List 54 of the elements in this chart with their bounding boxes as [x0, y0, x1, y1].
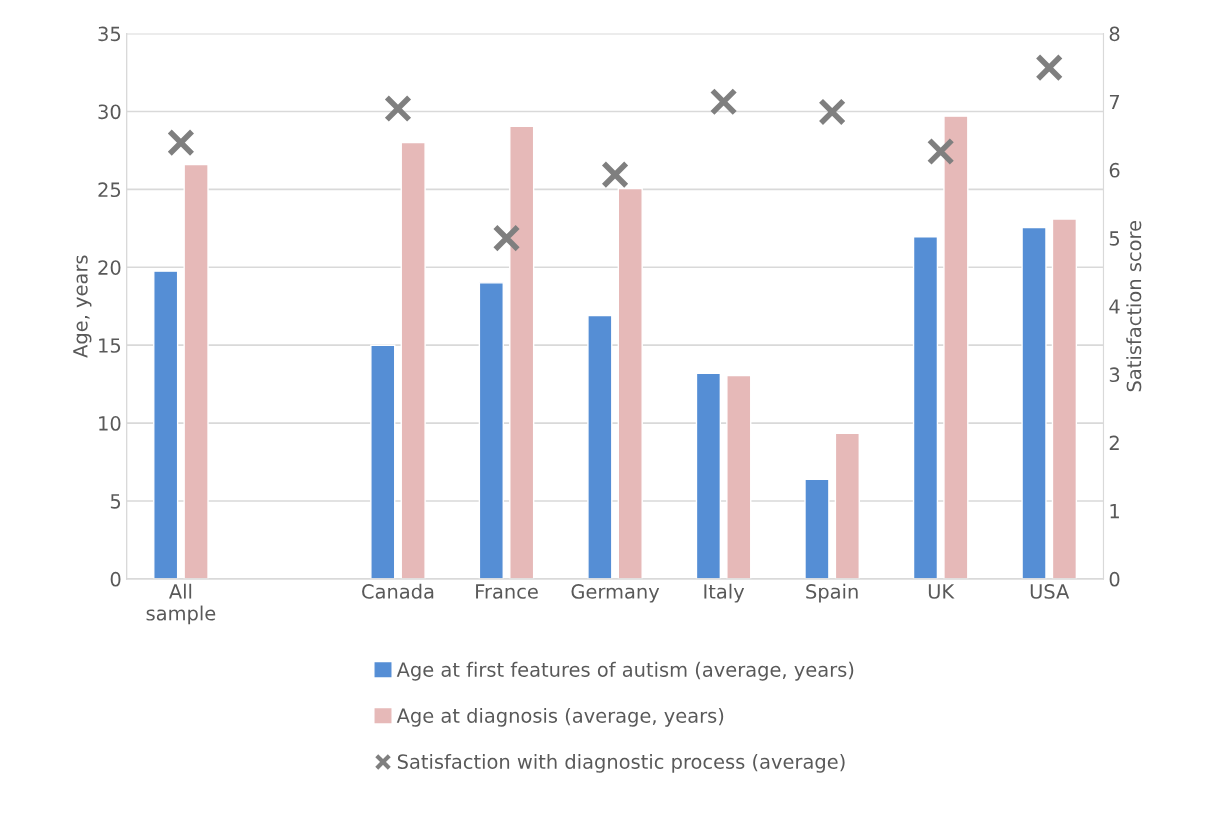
y2-axis-title: Satisfaction score	[1126, 221, 1142, 392]
bar	[943, 115, 969, 579]
x-tick-label: Canada	[362, 583, 434, 599]
y-tick-label: 20	[98, 260, 121, 275]
legend-label: Age at first features of autism (average, years)	[396, 661, 854, 681]
point	[492, 224, 521, 252]
y-axis-title: Age, years	[73, 255, 92, 358]
y-tick-label: 10	[99, 416, 121, 431]
y2-tick-label: 6	[1109, 162, 1120, 178]
x-tick-label: Spain	[806, 583, 858, 603]
point	[601, 160, 629, 189]
y2-tick-label: 4	[1109, 299, 1120, 314]
bar	[617, 187, 643, 579]
x-tick-label: All sample	[146, 583, 216, 625]
legend-label: Satisfaction with diagnostic process (average)	[397, 753, 845, 773]
bar	[834, 432, 860, 579]
bar	[1021, 226, 1047, 579]
y2-tick-label: 2	[1109, 435, 1119, 450]
point	[1035, 53, 1064, 82]
x-tick-label: USA	[1030, 584, 1070, 599]
bar	[509, 125, 535, 579]
bar	[183, 163, 209, 579]
point	[818, 98, 847, 126]
bar	[804, 478, 830, 579]
y-tick-label: 5	[110, 494, 121, 509]
y2-tick-label: 1	[1110, 503, 1119, 519]
x-tick-label: Italy	[704, 583, 745, 603]
y2-tick-label: 3	[1109, 367, 1120, 383]
y2-tick-label: 0	[1109, 571, 1120, 587]
point	[167, 128, 195, 157]
y2-tick-label: 8	[1109, 26, 1120, 42]
y-tick-label: 30	[98, 104, 121, 120]
y-tick-label: 15	[99, 338, 121, 353]
x-tick-label: France	[476, 584, 538, 599]
x-tick-label: Germany	[571, 584, 660, 603]
y2-tick-label: 5	[1109, 231, 1120, 246]
y-tick-label: 25	[98, 182, 121, 198]
bar	[912, 236, 939, 579]
bar	[400, 141, 426, 579]
bar	[478, 282, 504, 579]
bar	[726, 374, 752, 579]
bar	[587, 314, 613, 579]
y2-tick-label: 7	[1109, 94, 1120, 110]
point	[384, 94, 412, 123]
legend-label: Age at diagnosis (average, years)	[396, 707, 724, 727]
y-tick-label: 35	[98, 26, 121, 42]
bar	[370, 344, 396, 579]
x-tick-label: UK	[928, 584, 955, 599]
point	[709, 87, 738, 116]
y-tick-label: 0	[110, 571, 121, 587]
bar	[153, 270, 179, 579]
point	[926, 137, 955, 166]
bar	[695, 372, 722, 579]
bar	[1051, 218, 1078, 579]
